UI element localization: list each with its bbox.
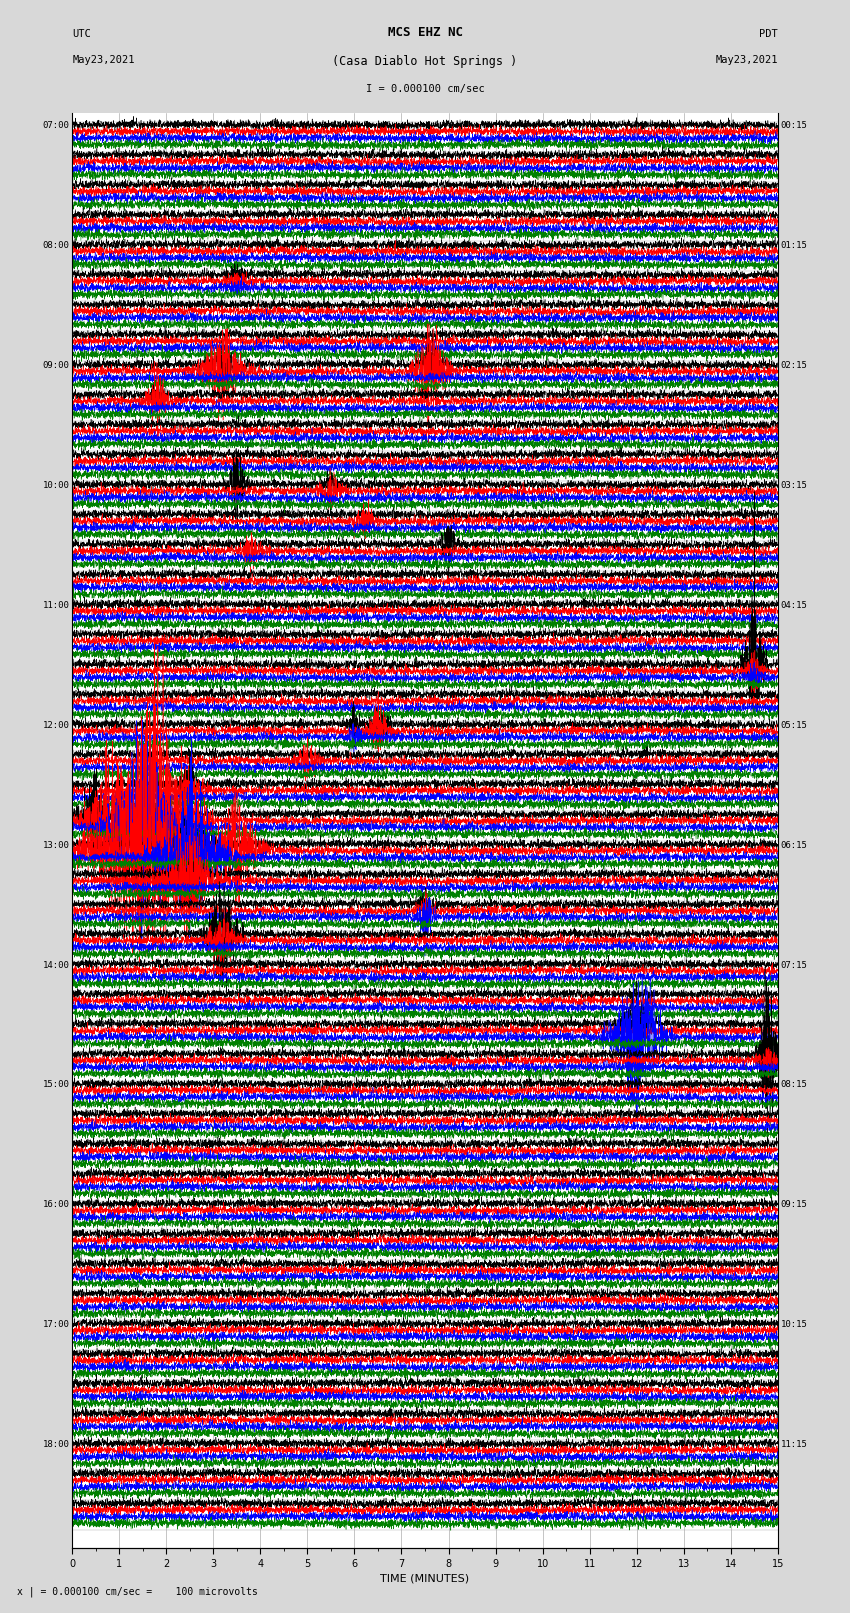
Text: UTC: UTC [72,29,91,39]
Text: MCS EHZ NC: MCS EHZ NC [388,26,462,39]
Text: I = 0.000100 cm/sec: I = 0.000100 cm/sec [366,84,484,94]
Text: PDT: PDT [759,29,778,39]
Text: May23,2021: May23,2021 [715,55,778,65]
X-axis label: TIME (MINUTES): TIME (MINUTES) [381,1573,469,1582]
Text: May23,2021: May23,2021 [72,55,135,65]
Text: x | = 0.000100 cm/sec =    100 microvolts: x | = 0.000100 cm/sec = 100 microvolts [17,1586,258,1597]
Text: (Casa Diablo Hot Springs ): (Casa Diablo Hot Springs ) [332,55,518,68]
